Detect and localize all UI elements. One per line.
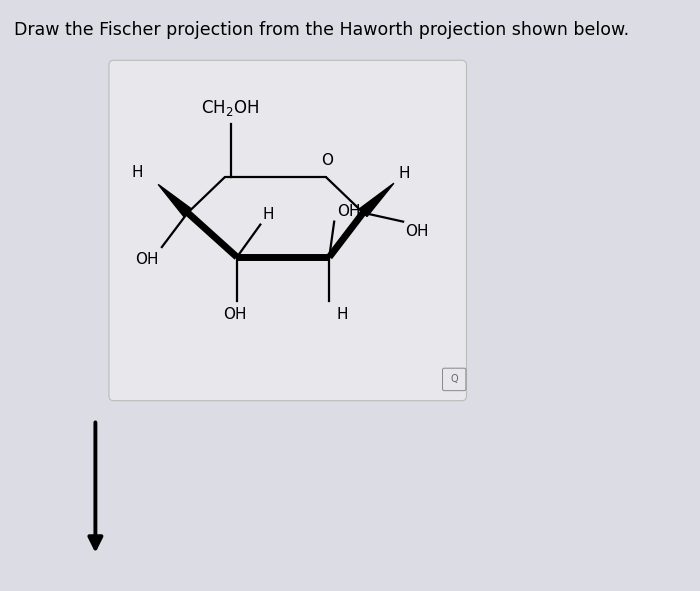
Text: OH: OH [337, 204, 360, 219]
Text: H: H [337, 307, 348, 322]
Text: H: H [132, 165, 143, 180]
Text: OH: OH [135, 252, 159, 267]
FancyBboxPatch shape [442, 368, 466, 391]
Text: OH: OH [223, 307, 246, 322]
FancyBboxPatch shape [109, 60, 466, 401]
Text: H: H [399, 166, 410, 181]
Text: H: H [262, 207, 274, 222]
Text: O: O [321, 153, 333, 168]
Polygon shape [158, 184, 192, 216]
Polygon shape [359, 183, 394, 216]
Text: CH$_2$OH: CH$_2$OH [200, 98, 258, 118]
Text: Draw the Fischer projection from the Haworth projection shown below.: Draw the Fischer projection from the Haw… [13, 21, 629, 38]
Text: OH: OH [405, 224, 429, 239]
Text: Q: Q [450, 375, 458, 384]
